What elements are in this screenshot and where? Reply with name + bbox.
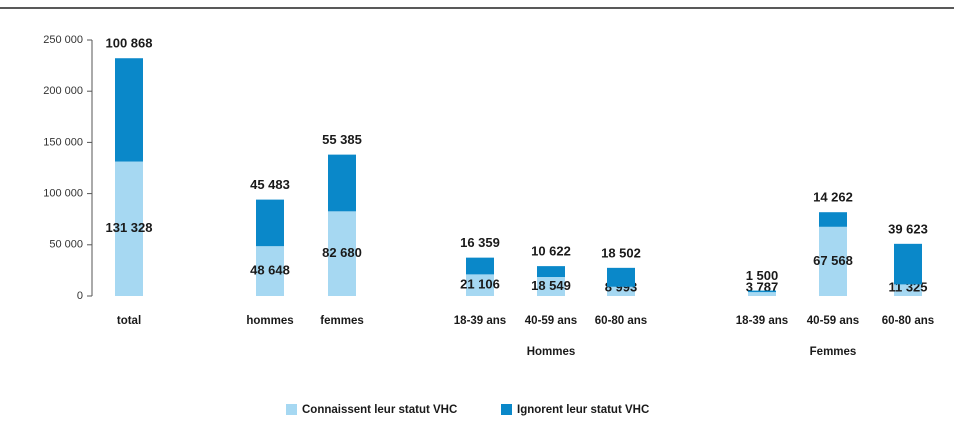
value-label: 18 549 [531, 278, 571, 293]
bar-segment [328, 211, 356, 296]
value-label: 39 623 [888, 221, 928, 236]
value-label: 21 106 [460, 277, 500, 292]
value-label: 16 359 [460, 235, 500, 250]
bar-segment [607, 286, 635, 296]
x-tick-label: 18-39 ans [736, 315, 788, 327]
x-tick-label: 60-80 ans [595, 315, 647, 327]
y-tick-label: 150 000 [43, 136, 83, 148]
bar-segment [748, 290, 776, 293]
value-label: 18 502 [601, 245, 641, 260]
bar-segment [328, 154, 356, 212]
group-label: Hommes [527, 346, 576, 358]
x-tick-label: hommes [246, 315, 293, 327]
legend-label: Ignorent leur statut VHC [517, 404, 649, 416]
x-tick-label: total [117, 315, 141, 327]
group-label: Femmes [810, 346, 857, 358]
value-label: 14 262 [813, 190, 853, 205]
value-label: 48 648 [250, 263, 290, 278]
value-label: 45 483 [250, 177, 290, 192]
y-tick-label: 200 000 [43, 85, 83, 97]
bar-segment [607, 267, 635, 287]
bar-segment [256, 246, 284, 296]
bar-segment [894, 243, 922, 285]
bar-segment [256, 199, 284, 247]
x-tick-label: 40-59 ans [525, 315, 577, 327]
bar-segment [466, 257, 494, 275]
bar-segment [537, 266, 565, 278]
bar-segment [537, 277, 565, 296]
x-tick-label: 60-80 ans [882, 315, 934, 327]
bar-segment [819, 212, 847, 227]
value-label: 100 868 [106, 36, 153, 51]
value-label: 55 385 [322, 132, 362, 147]
value-label: 82 680 [322, 245, 362, 260]
bar-segment [466, 274, 494, 296]
value-label: 1 500 [746, 268, 779, 283]
legend-label: Connaissent leur statut VHC [302, 404, 457, 416]
y-tick-label: 0 [77, 290, 83, 302]
bar-segment [748, 292, 776, 296]
value-label: 10 622 [531, 244, 571, 259]
bar-segment [115, 58, 143, 162]
value-label: 131 328 [106, 220, 153, 235]
bar-segment [115, 161, 143, 296]
x-tick-label: 18-39 ans [454, 315, 506, 327]
value-label: 67 568 [813, 253, 853, 268]
y-tick-label: 250 000 [43, 34, 83, 46]
x-tick-label: femmes [320, 315, 363, 327]
x-tick-label: 40-59 ans [807, 315, 859, 327]
legend-swatch [501, 404, 512, 415]
bar-segment [819, 226, 847, 296]
y-tick-label: 100 000 [43, 188, 83, 200]
legend-swatch [286, 404, 297, 415]
bar-segment [894, 284, 922, 296]
y-tick-label: 50 000 [49, 239, 83, 251]
